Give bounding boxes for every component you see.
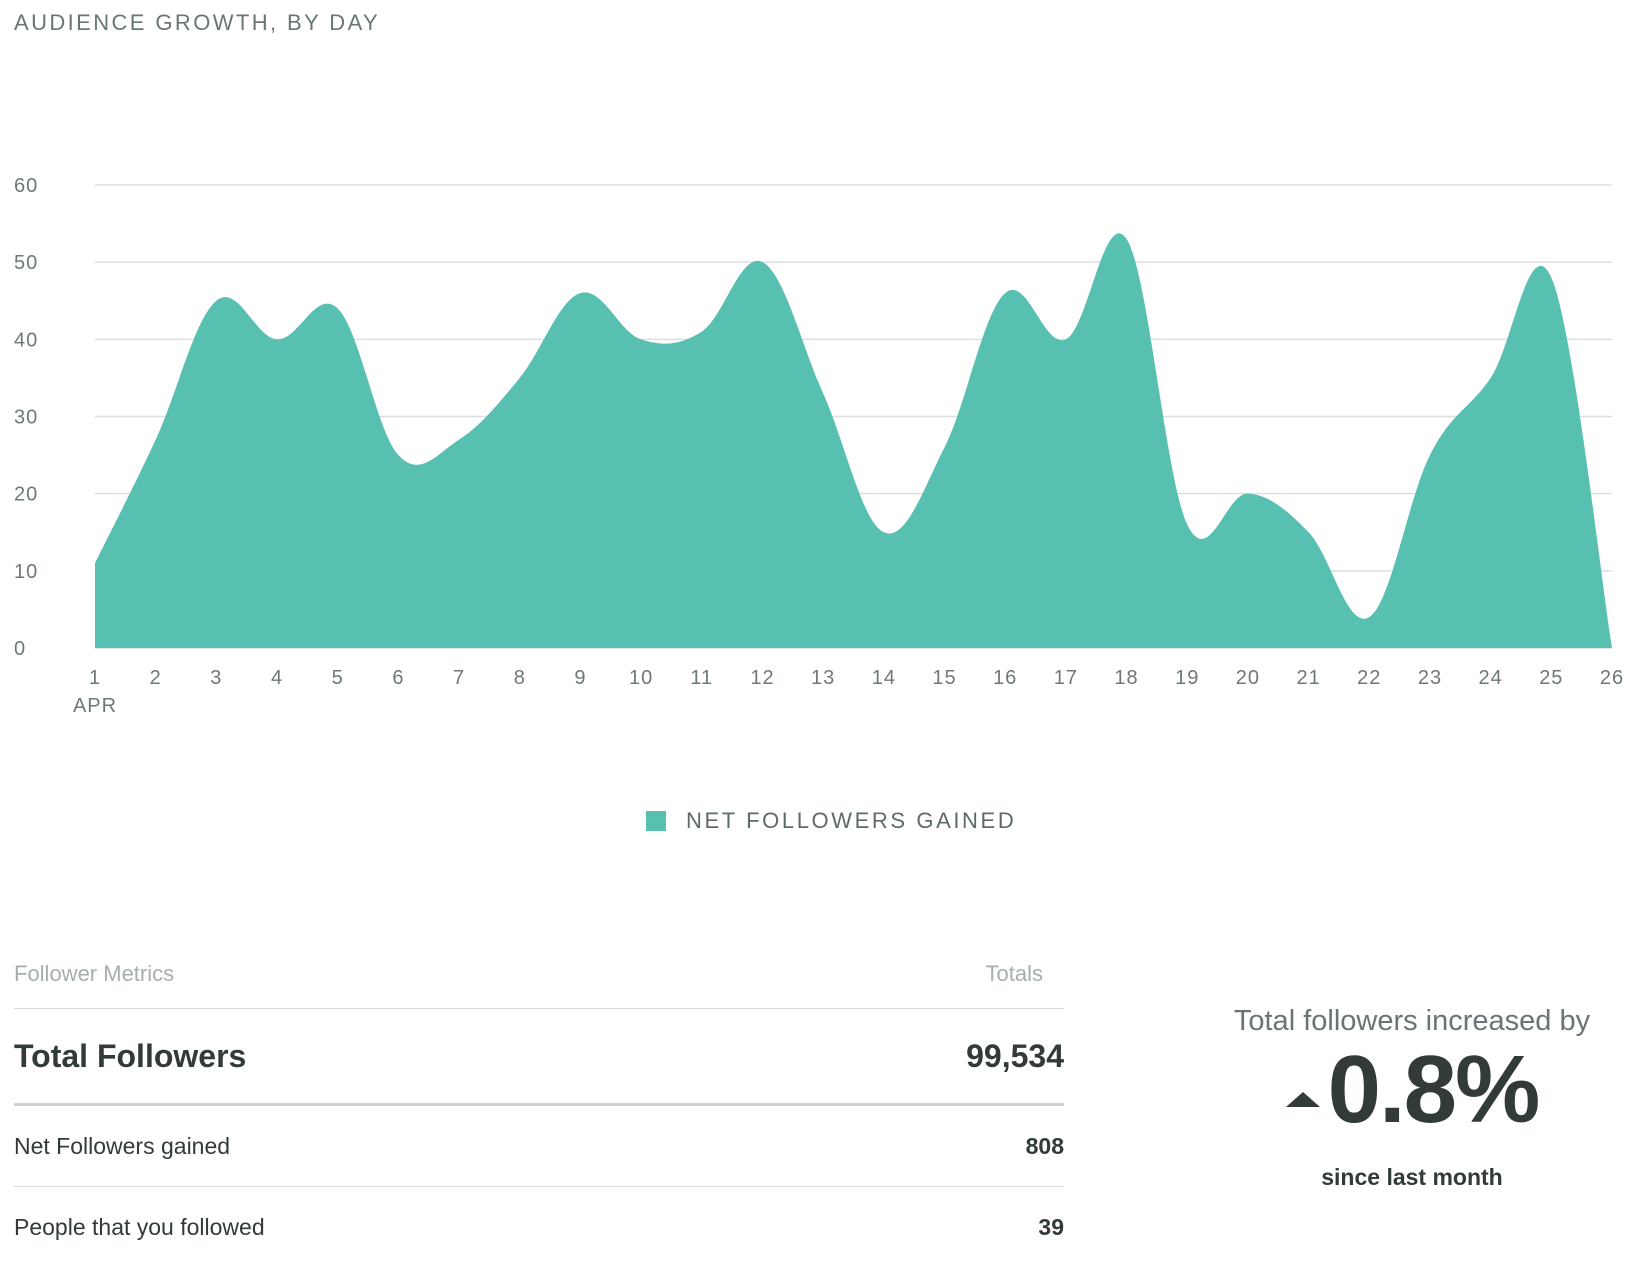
data-point	[1610, 646, 1614, 650]
data-point	[396, 453, 400, 457]
legend-swatch	[646, 811, 666, 831]
data-point	[1428, 453, 1432, 457]
data-point	[154, 438, 158, 442]
data-point	[1489, 376, 1493, 380]
x-tick-label: 26	[1600, 667, 1624, 689]
x-tick-label: 11	[690, 667, 713, 689]
growth-summary: Total followers increased by 0.8% since …	[1180, 1005, 1644, 1191]
data-point	[760, 260, 764, 264]
data-point	[578, 291, 582, 295]
x-axis: 1 2 3 4 5 6 7 8 9 10 11 12 13 14 15 16 17 18 19 20 21 22 23 24 2…	[73, 667, 1624, 717]
data-point	[275, 337, 279, 341]
y-tick-label: 0	[14, 638, 26, 660]
legend: NET FOLLOWERS GAINED	[646, 808, 1016, 834]
data-point	[1246, 492, 1250, 496]
data-point	[1003, 291, 1007, 295]
data-point	[1125, 237, 1129, 241]
x-tick-label: 6	[392, 667, 404, 689]
row-label: Total Followers	[14, 1037, 247, 1074]
data-point	[336, 306, 340, 310]
y-axis: 0 10 20 30 40 50 60	[14, 175, 38, 660]
x-tick-label: 1	[89, 667, 101, 689]
row-value: 39	[1038, 1213, 1064, 1240]
x-tick-label: 12	[750, 667, 774, 689]
x-tick-label: 2	[150, 667, 162, 689]
data-point	[700, 330, 704, 334]
data-point	[639, 337, 643, 341]
x-tick-label: 17	[1054, 667, 1078, 689]
chart-title: AUDIENCE GROWTH, BY DAY	[14, 10, 381, 35]
row-value: 99,534	[966, 1037, 1064, 1074]
x-tick-label: 15	[932, 667, 956, 689]
triangle-up-icon	[1285, 1091, 1320, 1107]
data-point	[518, 376, 522, 380]
x-tick-label: 16	[993, 667, 1017, 689]
x-tick-label: 7	[453, 667, 465, 689]
area-path	[95, 233, 1612, 648]
table-row: People that you followed 39	[14, 1187, 1064, 1267]
x-axis-month-label: APR	[73, 695, 117, 717]
x-tick-label: 4	[271, 667, 283, 689]
x-tick-label: 23	[1418, 667, 1442, 689]
y-tick-label: 10	[14, 561, 38, 583]
data-point	[1549, 276, 1553, 280]
x-tick-label: 10	[629, 667, 653, 689]
data-point	[457, 438, 461, 442]
x-tick-label: 5	[332, 667, 344, 689]
follower-metrics-table: Follower Metrics Totals Total Followers …	[14, 960, 1064, 1267]
x-tick-label: 19	[1175, 667, 1199, 689]
x-tick-label: 3	[210, 667, 222, 689]
x-tick-label: 13	[811, 667, 835, 689]
summary-subcaption: since last month	[1321, 1164, 1503, 1190]
row-value: 808	[1025, 1132, 1064, 1159]
metrics-header-totals: Totals	[985, 961, 1043, 986]
y-tick-label: 20	[14, 484, 38, 506]
table-row: Net Followers gained 808	[14, 1106, 1064, 1187]
x-tick-label: 20	[1236, 667, 1260, 689]
data-point	[882, 530, 886, 534]
x-tick-label: 8	[514, 667, 526, 689]
y-tick-label: 50	[14, 252, 38, 274]
x-tick-label: 21	[1296, 667, 1320, 689]
metrics-header: Follower Metrics Totals	[14, 960, 1064, 1009]
data-point	[821, 391, 825, 395]
y-tick-label: 60	[14, 175, 38, 197]
data-point	[1367, 615, 1371, 619]
x-tick-label: 18	[1114, 667, 1138, 689]
summary-caption: Total followers increased by	[1233, 1005, 1591, 1037]
x-tick-label: 9	[574, 667, 586, 689]
data-point	[214, 299, 218, 303]
y-tick-label: 30	[14, 407, 38, 429]
x-tick-label: 22	[1357, 667, 1381, 689]
data-point	[93, 561, 97, 565]
legend-label: NET FOLLOWERS GAINED	[686, 808, 1017, 833]
summary-value: 0.8%	[1327, 1036, 1541, 1143]
data-point	[943, 445, 947, 449]
data-point	[1064, 337, 1068, 341]
row-label: Net Followers gained	[14, 1132, 231, 1159]
x-tick-label: 25	[1539, 667, 1563, 689]
metrics-header-label: Follower Metrics	[14, 961, 175, 986]
data-point	[1185, 523, 1189, 527]
table-row: Total Followers 99,534	[14, 1009, 1064, 1106]
y-tick-label: 40	[14, 329, 38, 351]
row-label: People that you followed	[14, 1213, 265, 1240]
summary-value-wrap: 0.8%	[1180, 1042, 1644, 1138]
x-tick-label: 14	[872, 667, 896, 689]
x-tick-label: 24	[1479, 667, 1503, 689]
area-series	[93, 233, 1614, 650]
data-point	[1307, 530, 1311, 534]
